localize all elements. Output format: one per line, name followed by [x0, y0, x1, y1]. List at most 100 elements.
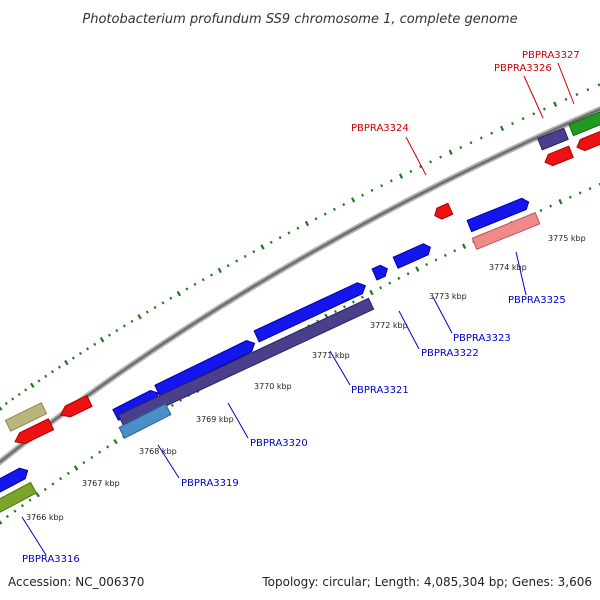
minor-tick — [28, 498, 32, 502]
minor-tick — [539, 208, 543, 212]
major-tick — [558, 198, 563, 205]
minor-tick — [170, 403, 174, 408]
gene-label-pbpra3325[interactable]: PBPRA3325 — [508, 295, 566, 306]
gene-feature-red[interactable] — [543, 145, 574, 168]
minor-tick — [43, 487, 47, 491]
label-leader-line — [405, 136, 427, 176]
label-leader-line — [398, 310, 420, 350]
minor-tick — [90, 455, 94, 459]
minor-tick — [4, 401, 8, 406]
minor-tick — [13, 509, 17, 513]
gene-feature-blue[interactable] — [466, 196, 531, 233]
gene-label-pbpra3324[interactable]: PBPRA3324 — [351, 123, 409, 134]
minor-tick — [50, 370, 55, 374]
gene-feature-pbpra3320[interactable] — [154, 338, 257, 397]
minor-tick — [406, 272, 410, 276]
minor-tick — [252, 250, 256, 254]
minor-tick — [388, 281, 392, 285]
major-tick — [0, 520, 3, 525]
major-tick — [415, 266, 420, 272]
major-tick — [462, 243, 467, 249]
major-tick — [113, 438, 118, 445]
tick-label: 3766 kbp — [26, 513, 64, 522]
major-tick — [0, 406, 3, 411]
minor-tick — [93, 342, 97, 346]
gene-label-pbpra3321[interactable]: PBPRA3321 — [351, 385, 409, 396]
minor-tick — [44, 374, 48, 378]
minor-tick — [161, 301, 165, 305]
tick-label: 3767 kbp — [82, 479, 120, 488]
gene-feature-olive-green[interactable] — [0, 481, 37, 515]
gene-feature-pbpra3325[interactable] — [471, 212, 541, 250]
minor-tick — [564, 97, 568, 101]
tick-labels: 3766 kbp 3767 kbp 3768 kbp 3769 kbp 3770 kbp… — [26, 234, 586, 522]
gene-feature-red[interactable] — [12, 418, 55, 447]
minor-tick — [115, 328, 119, 333]
gene-feature-pbpra3321[interactable] — [253, 280, 368, 343]
gene-label-pbpra3319[interactable]: PBPRA3319 — [181, 478, 239, 489]
gene-label-pbpra3326[interactable]: PBPRA3326 — [494, 63, 552, 74]
gene-label-pbpra3320[interactable]: PBPRA3320 — [250, 438, 308, 449]
minor-tick — [287, 231, 291, 235]
tick-label: 3769 kbp — [196, 415, 234, 424]
minor-tick — [597, 83, 600, 87]
minor-tick — [24, 388, 28, 392]
minor-tick — [314, 217, 318, 221]
minor-tick — [332, 207, 336, 211]
minor-tick — [78, 351, 82, 356]
minor-tick — [521, 117, 525, 121]
gene-feature-pbpra3326[interactable] — [537, 127, 569, 151]
major-tick — [99, 337, 105, 343]
gene-feature-pbpra3327[interactable] — [568, 110, 600, 137]
major-tick — [64, 359, 69, 366]
minor-tick — [409, 169, 413, 173]
minor-tick — [588, 187, 592, 191]
label-leader-line — [227, 402, 249, 439]
gene-feature-pbpra3319[interactable] — [118, 403, 172, 439]
minor-tick — [193, 282, 197, 286]
minor-tick — [443, 253, 447, 257]
label-leader-line — [515, 251, 527, 296]
gene-feature-pbpra3324[interactable] — [432, 202, 454, 221]
gene-feature-pbpra3316[interactable] — [0, 465, 30, 496]
gene-feature-olive[interactable] — [4, 402, 48, 432]
gene-features — [0, 110, 600, 515]
minor-tick — [107, 333, 111, 337]
minor-tick — [17, 392, 21, 397]
minor-tick — [379, 286, 383, 290]
major-tick — [260, 244, 265, 250]
minor-tick — [57, 365, 61, 369]
gene-feature-purple-long[interactable] — [117, 297, 375, 427]
gene-label-pbpra3322[interactable]: PBPRA3322 — [421, 348, 479, 359]
minor-tick — [389, 179, 393, 183]
minor-tick — [98, 450, 102, 454]
tick-label: 3775 kbp — [548, 234, 586, 243]
gene-label-pbpra3316[interactable]: PBPRA3316 — [22, 554, 80, 565]
gene-label-pbpra3323[interactable]: PBPRA3323 — [453, 333, 511, 344]
gene-feature-pbpra3322[interactable] — [371, 263, 390, 281]
label-leader-line — [523, 75, 544, 119]
accession-text: Accession: NC_006370 — [8, 575, 144, 589]
gene-labels: PBPRA3316 PBPRA3319 PBPRA3320 PBPRA3321 PBPR… — [22, 50, 580, 565]
major-tick — [35, 492, 40, 498]
major-tick — [137, 314, 142, 320]
minor-tick — [434, 258, 438, 262]
gene-feature-red[interactable] — [575, 130, 600, 153]
minor-tick — [542, 107, 546, 111]
minor-tick — [453, 249, 457, 253]
gene-label-pbpra3327[interactable]: PBPRA3327 — [522, 50, 580, 61]
minor-tick — [568, 195, 572, 199]
tick-label: 3774 kbp — [489, 263, 527, 272]
minor-tick — [11, 397, 15, 401]
minor-tick — [185, 287, 189, 291]
minor-tick — [459, 146, 463, 150]
minor-tick — [439, 155, 443, 159]
gene-feature-pbpra3323[interactable] — [392, 242, 433, 269]
minor-tick — [532, 112, 536, 116]
minor-tick — [586, 88, 590, 92]
gene-feature-red[interactable] — [58, 394, 93, 421]
minor-tick — [361, 193, 365, 197]
major-tick — [176, 290, 182, 297]
minor-tick — [51, 482, 55, 486]
